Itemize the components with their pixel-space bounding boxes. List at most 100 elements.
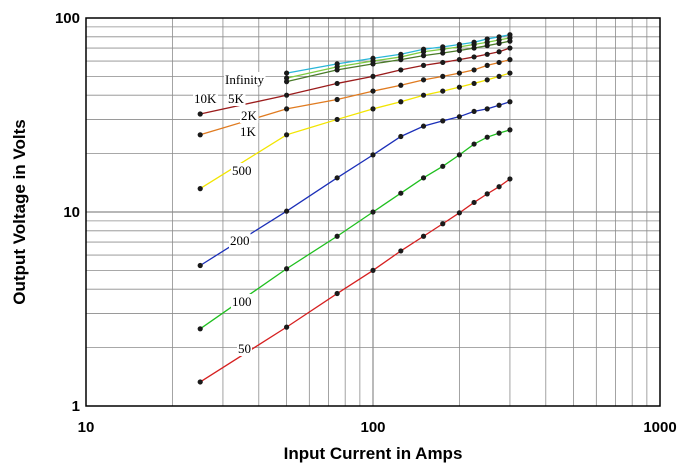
data-point <box>370 73 376 79</box>
data-point <box>507 127 513 133</box>
data-point <box>484 191 490 197</box>
series-layer <box>197 32 513 385</box>
data-point <box>440 88 446 94</box>
data-point <box>484 106 490 112</box>
plot-frame <box>85 17 661 407</box>
series-label-background <box>224 72 266 87</box>
series-500 <box>197 70 513 192</box>
data-point <box>471 108 477 115</box>
series-50 <box>197 176 513 385</box>
data-point <box>420 62 427 68</box>
data-point <box>334 96 340 103</box>
series-label: 1K <box>240 124 257 139</box>
data-point <box>420 92 427 98</box>
data-point <box>398 133 404 140</box>
data-point <box>284 208 290 214</box>
data-point <box>507 57 513 63</box>
data-point <box>284 132 290 138</box>
x-tick-label: 100 <box>360 419 385 436</box>
data-point <box>440 50 446 56</box>
series-1K <box>197 57 513 138</box>
data-point <box>370 209 376 215</box>
data-point <box>456 57 462 63</box>
data-point <box>398 190 404 196</box>
series-100 <box>197 127 513 332</box>
data-point <box>496 130 502 136</box>
x-axis-title: Input Current in Amps <box>284 444 463 463</box>
data-point <box>471 199 477 206</box>
series-200 <box>197 99 513 269</box>
series-5K <box>284 38 513 85</box>
data-point <box>471 80 477 87</box>
data-point <box>334 80 340 87</box>
data-point <box>370 61 376 67</box>
data-point <box>398 67 404 73</box>
data-point <box>370 152 376 158</box>
data-point <box>420 77 427 83</box>
data-point <box>496 40 502 46</box>
series-label-background <box>231 163 253 178</box>
data-point <box>420 233 427 239</box>
data-point <box>440 73 446 79</box>
data-point <box>507 70 513 76</box>
data-point <box>507 45 513 51</box>
data-point <box>420 53 427 59</box>
series-label-background <box>237 341 252 356</box>
data-point <box>456 114 462 120</box>
data-point <box>284 92 290 98</box>
data-point <box>484 77 490 83</box>
data-point <box>334 175 340 181</box>
data-point <box>496 184 502 190</box>
series-label: 50 <box>238 341 251 356</box>
data-point <box>456 210 462 216</box>
x-tick-label: 10 <box>78 419 95 436</box>
series-label-background <box>231 294 253 309</box>
data-point <box>334 116 340 123</box>
data-point <box>456 70 462 76</box>
data-point <box>484 134 490 140</box>
data-point <box>471 45 477 51</box>
data-point <box>334 67 340 73</box>
data-point <box>507 176 513 182</box>
data-point <box>398 99 404 105</box>
data-point <box>507 38 513 44</box>
data-point <box>496 102 502 108</box>
data-point <box>284 106 290 112</box>
series-label: 100 <box>232 294 252 309</box>
data-point <box>398 248 404 254</box>
y-tick-label: 1 <box>72 398 80 415</box>
series-label: Infinity <box>225 72 264 87</box>
data-point <box>440 163 446 169</box>
data-point <box>456 47 462 54</box>
series-label-background <box>240 108 259 123</box>
series-label-background <box>193 91 218 106</box>
series-label-background <box>229 233 251 248</box>
data-point <box>398 57 404 63</box>
data-point <box>507 99 513 105</box>
series-label-background <box>239 124 258 139</box>
data-point <box>370 88 376 94</box>
data-point <box>197 262 203 269</box>
series-label-background <box>227 91 246 106</box>
data-point <box>496 49 502 55</box>
data-point <box>197 379 203 385</box>
y-tick-label: 100 <box>55 10 80 27</box>
data-point <box>284 79 290 85</box>
data-point <box>440 118 446 124</box>
data-point <box>496 59 502 66</box>
data-point <box>420 49 427 55</box>
data-point <box>471 54 477 60</box>
data-point <box>284 324 290 330</box>
data-point <box>471 141 477 147</box>
data-point <box>420 123 427 129</box>
data-point <box>484 62 490 68</box>
x-tick-label: 1000 <box>643 419 676 436</box>
data-point <box>398 82 404 88</box>
y-tick-label: 10 <box>63 204 80 221</box>
series-label: 2K <box>241 108 258 123</box>
y-axis-title: Output Voltage in Volts <box>10 119 29 304</box>
data-point <box>284 266 290 272</box>
data-point <box>420 175 427 181</box>
data-point <box>440 59 446 66</box>
